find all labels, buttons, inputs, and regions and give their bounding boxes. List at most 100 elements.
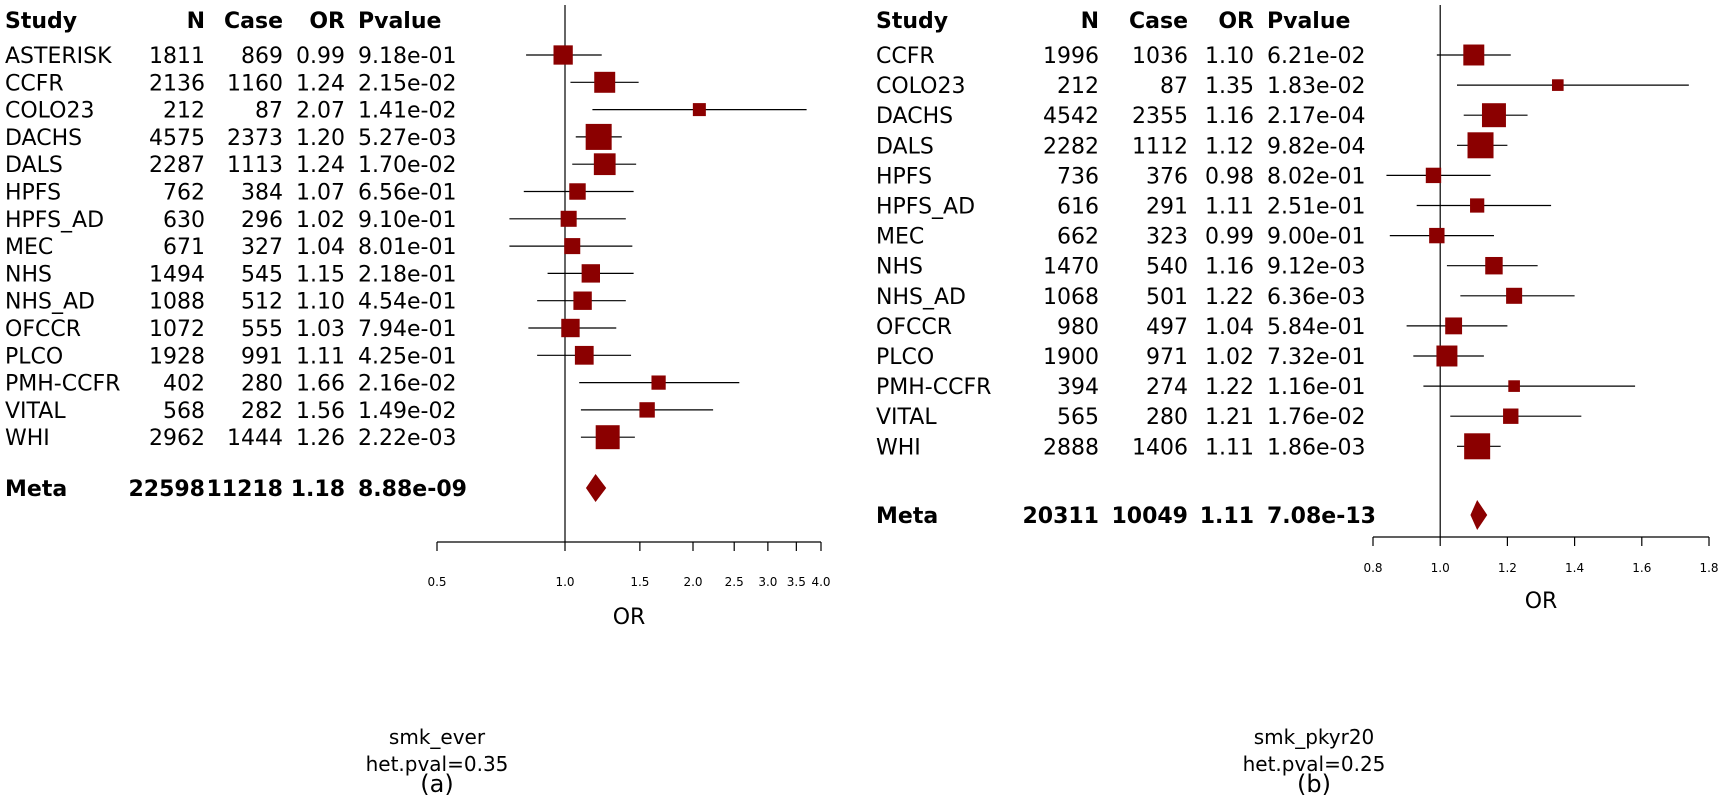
study-or: 1.12 — [1205, 134, 1254, 159]
study-or: 1.16 — [1205, 104, 1254, 129]
study-case: 2373 — [227, 126, 283, 151]
study-n: 1494 — [149, 262, 205, 287]
study-name: VITAL — [5, 399, 66, 424]
study-n: 402 — [163, 372, 205, 397]
study-or: 1.04 — [1205, 315, 1254, 340]
effect-square — [564, 238, 581, 255]
effect-square — [1429, 227, 1445, 244]
study-row: VITAL 565 280 1.21 1.76e-02 — [876, 405, 1582, 430]
study-case: 555 — [241, 317, 283, 342]
study-or: 1.02 — [1205, 345, 1254, 370]
study-case: 869 — [241, 44, 283, 69]
forest-panel-a: Study N Case OR Pvalue ASTERISK 1811 869 0.99 9.1… — [5, 5, 831, 798]
study-case: 2355 — [1132, 104, 1188, 129]
study-name: PMH-CCFR — [876, 375, 991, 400]
column-header-or: OR — [1218, 9, 1254, 34]
effect-square — [1425, 167, 1442, 184]
meta-or: 1.18 — [291, 477, 345, 502]
effect-square — [594, 71, 616, 93]
study-n: 1928 — [149, 344, 205, 369]
x-tick-label: 1.6 — [1632, 561, 1651, 575]
caption-outcome: smk_pkyr20 — [1254, 725, 1375, 749]
effect-square — [1481, 103, 1506, 128]
study-n: 2888 — [1043, 435, 1099, 460]
study-case: 1113 — [227, 153, 283, 178]
study-or: 1.11 — [1205, 435, 1254, 460]
study-row: MEC 671 327 1.04 8.01e-01 — [5, 235, 633, 260]
study-name: COLO23 — [5, 99, 94, 124]
effect-square — [1508, 380, 1520, 392]
study-case: 540 — [1146, 255, 1188, 280]
x-tick-label: 2.0 — [683, 575, 702, 589]
study-pvalue: 1.49e-02 — [358, 399, 456, 424]
meta-or: 1.11 — [1200, 504, 1254, 529]
meta-label: Meta — [876, 504, 938, 529]
study-or: 2.07 — [296, 99, 345, 124]
meta-diamond — [1470, 500, 1488, 530]
study-row: NHS 1494 545 1.15 2.18e-01 — [5, 262, 634, 287]
column-header-case: Case — [224, 9, 283, 34]
study-row: DALS 2287 1113 1.24 1.70e-02 — [5, 153, 637, 178]
study-n: 2287 — [149, 153, 205, 178]
study-case: 1036 — [1132, 44, 1188, 69]
study-n: 212 — [163, 99, 205, 124]
effect-square — [1463, 44, 1485, 66]
study-case: 1444 — [227, 426, 283, 451]
study-name: COLO23 — [876, 74, 965, 99]
study-case: 497 — [1146, 315, 1188, 340]
study-name: CCFR — [876, 44, 935, 69]
study-pvalue: 1.41e-02 — [358, 99, 456, 124]
study-or: 1.02 — [296, 208, 345, 233]
meta-case: 10049 — [1111, 504, 1188, 529]
study-n: 762 — [163, 181, 205, 206]
study-or: 1.03 — [296, 317, 345, 342]
x-tick-label: 1.0 — [555, 575, 574, 589]
study-pvalue: 8.01e-01 — [358, 235, 456, 260]
column-header-pvalue: Pvalue — [1267, 9, 1350, 34]
x-tick-label: 3.0 — [758, 575, 777, 589]
study-n: 1900 — [1043, 345, 1099, 370]
x-tick-label: 1.4 — [1565, 561, 1584, 575]
study-name: DACHS — [5, 126, 82, 151]
study-pvalue: 2.51e-01 — [1267, 195, 1365, 220]
study-pvalue: 8.02e-01 — [1267, 164, 1365, 189]
effect-square — [593, 153, 616, 176]
effect-square — [639, 402, 655, 418]
x-tick-label: 1.8 — [1699, 561, 1718, 575]
forest-panel-b: Study N Case OR Pvalue CCFR 1996 1036 1.10 6.21e-… — [876, 5, 1719, 798]
study-or: 1.22 — [1205, 285, 1254, 310]
meta-pvalue: 7.08e-13 — [1267, 504, 1376, 529]
study-n: 1811 — [149, 44, 205, 69]
study-case: 376 — [1146, 164, 1188, 189]
study-row: PMH-CCFR 402 280 1.66 2.16e-02 — [5, 372, 740, 397]
effect-square — [651, 375, 666, 390]
study-name: NHS — [5, 262, 52, 287]
study-n: 4542 — [1043, 104, 1099, 129]
study-name: VITAL — [876, 405, 937, 430]
study-row: VITAL 568 282 1.56 1.49e-02 — [5, 399, 714, 424]
panel-label: (a) — [420, 770, 453, 798]
study-pvalue: 2.16e-02 — [358, 372, 456, 397]
study-name: HPFS_AD — [876, 195, 975, 220]
x-tick-label: 1.5 — [630, 575, 649, 589]
study-pvalue: 1.76e-02 — [1267, 405, 1365, 430]
study-name: ASTERISK — [5, 44, 112, 69]
effect-square — [692, 103, 706, 117]
study-name: NHS_AD — [876, 285, 966, 310]
effect-square — [1485, 256, 1503, 275]
meta-diamond — [585, 474, 607, 502]
study-or: 0.99 — [1205, 225, 1254, 250]
study-row: PMH-CCFR 394 274 1.22 1.16e-01 — [876, 375, 1636, 400]
column-header-n: N — [1081, 9, 1099, 34]
effect-square — [569, 183, 586, 200]
study-pvalue: 1.70e-02 — [358, 153, 456, 178]
study-case: 274 — [1146, 375, 1188, 400]
study-row: ASTERISK 1811 869 0.99 9.18e-01 — [5, 44, 602, 69]
study-row: COLO23 212 87 1.35 1.83e-02 — [876, 74, 1689, 99]
study-case: 280 — [241, 372, 283, 397]
meta-case: 11218 — [206, 477, 283, 502]
study-n: 1088 — [149, 290, 205, 315]
study-row: OFCCR 1072 555 1.03 7.94e-01 — [5, 317, 617, 342]
study-case: 971 — [1146, 345, 1188, 370]
